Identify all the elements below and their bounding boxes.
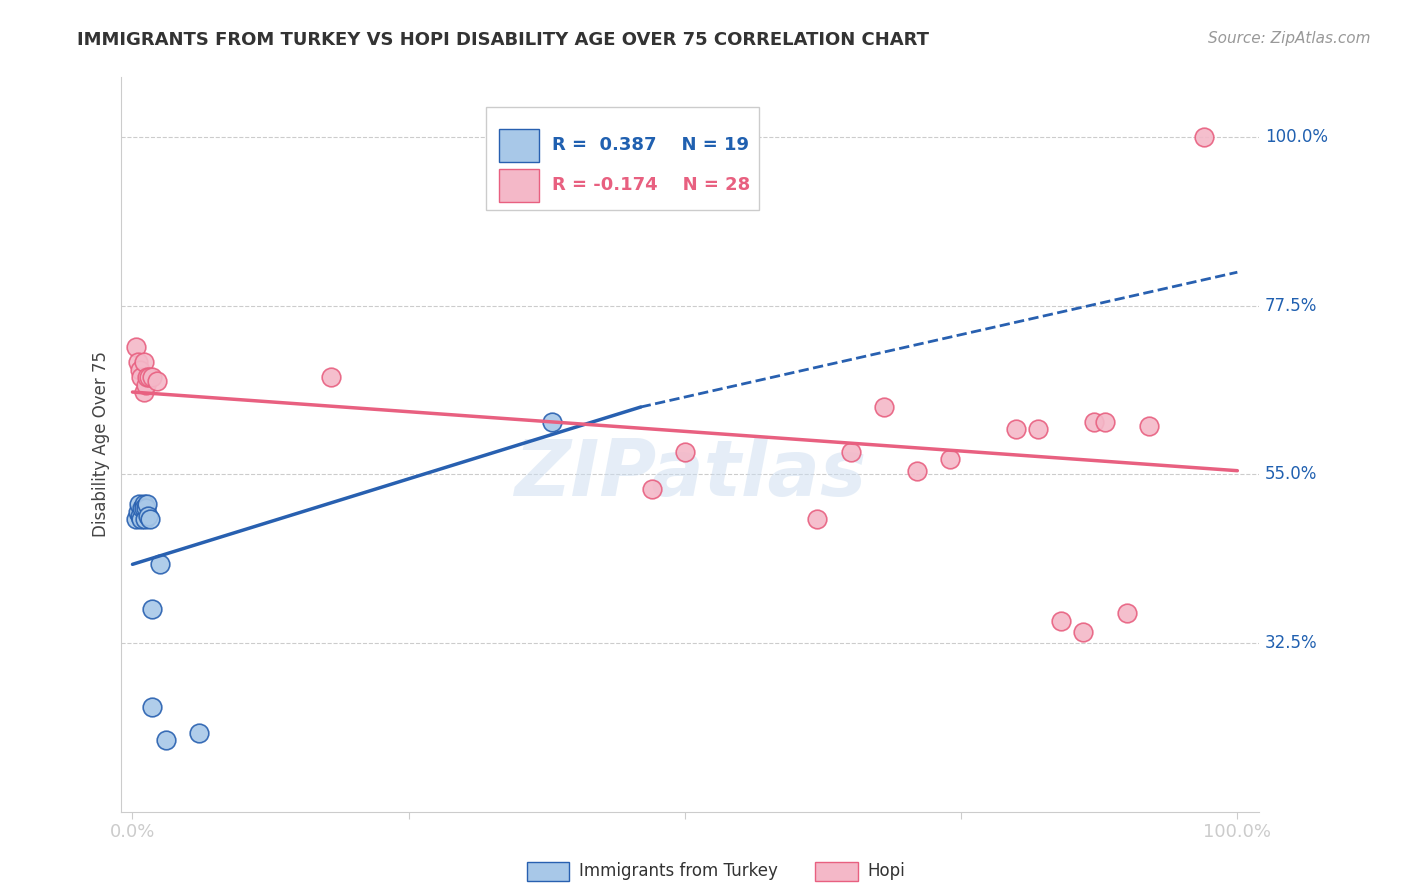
Point	[839, 445, 862, 459]
Point	[128, 497, 150, 511]
Point	[127, 355, 149, 369]
Point	[139, 512, 162, 526]
Point	[132, 501, 155, 516]
Point	[135, 501, 157, 516]
Point	[125, 512, 148, 526]
Text: 55.0%: 55.0%	[1265, 466, 1317, 483]
Point	[131, 501, 153, 516]
Point	[1071, 624, 1094, 639]
Point	[136, 508, 159, 523]
Point	[135, 497, 157, 511]
Point	[149, 558, 172, 572]
Point	[1137, 418, 1160, 433]
FancyBboxPatch shape	[499, 169, 538, 202]
Point	[141, 699, 163, 714]
Text: R = -0.174    N = 28: R = -0.174 N = 28	[551, 177, 749, 194]
Point	[1028, 422, 1050, 436]
Point	[131, 370, 153, 384]
Point	[673, 445, 696, 459]
Point	[132, 385, 155, 400]
Text: R =  0.387    N = 19: R = 0.387 N = 19	[551, 136, 748, 154]
Text: Hopi: Hopi	[868, 863, 905, 880]
Point	[125, 340, 148, 354]
Text: IMMIGRANTS FROM TURKEY VS HOPI DISABILITY AGE OVER 75 CORRELATION CHART: IMMIGRANTS FROM TURKEY VS HOPI DISABILIT…	[77, 31, 929, 49]
Point	[321, 370, 343, 384]
Text: 32.5%: 32.5%	[1265, 634, 1317, 652]
Point	[1192, 130, 1215, 145]
Text: Source: ZipAtlas.com: Source: ZipAtlas.com	[1208, 31, 1371, 46]
Point	[641, 483, 664, 497]
Point	[141, 602, 163, 616]
Point	[1115, 606, 1137, 620]
Point	[135, 370, 157, 384]
FancyBboxPatch shape	[499, 128, 538, 161]
Text: 77.5%: 77.5%	[1265, 297, 1317, 315]
Point	[135, 377, 157, 392]
Point	[1049, 614, 1071, 628]
Point	[939, 452, 962, 467]
Y-axis label: Disability Age Over 75: Disability Age Over 75	[93, 351, 110, 538]
Point	[132, 355, 155, 369]
Point	[127, 505, 149, 519]
Point	[155, 733, 177, 747]
Point	[131, 512, 153, 526]
Text: ZIPatlas: ZIPatlas	[515, 436, 866, 512]
Point	[873, 400, 896, 414]
FancyBboxPatch shape	[485, 107, 759, 210]
Point	[141, 370, 163, 384]
Point	[146, 374, 169, 388]
Text: 100.0%: 100.0%	[1265, 128, 1327, 146]
Point	[806, 512, 828, 526]
Point	[187, 726, 209, 740]
Point	[132, 497, 155, 511]
Point	[129, 508, 152, 523]
Point	[905, 464, 928, 478]
Point	[129, 362, 152, 376]
Point	[541, 415, 564, 429]
Text: Immigrants from Turkey: Immigrants from Turkey	[579, 863, 778, 880]
Point	[1005, 422, 1028, 436]
Point	[1094, 415, 1116, 429]
Point	[1083, 415, 1105, 429]
Point	[134, 512, 156, 526]
Point	[138, 370, 160, 384]
